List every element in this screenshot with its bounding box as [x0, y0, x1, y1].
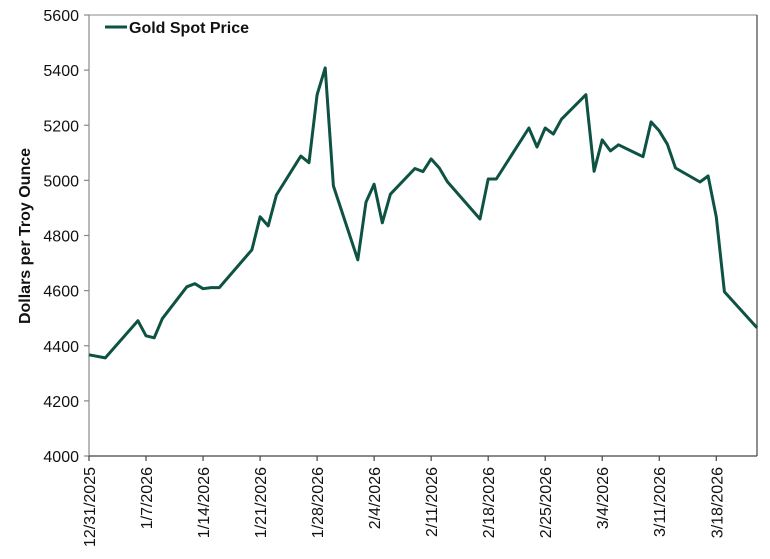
legend-label: Gold Spot Price	[129, 20, 249, 37]
series-line-gold-spot-price	[88, 66, 759, 360]
x-tick-label: 2/18/2026	[481, 467, 498, 538]
y-tick-label: 5200	[43, 118, 79, 135]
y-tick-label: 4400	[43, 339, 79, 356]
x-tick-label: 1/14/2026	[196, 467, 213, 538]
x-axis-ticks: 12/31/2025 1/7/2026 1/14/2026 1/21/2026 1/28…	[82, 456, 726, 547]
x-tick-label: 1/7/2026	[139, 467, 156, 529]
x-tick-label: 1/28/2026	[310, 467, 327, 538]
y-tick-label: 4200	[43, 394, 79, 411]
x-tick-label: 3/18/2026	[709, 467, 726, 538]
x-tick-label: 2/11/2026	[424, 467, 441, 537]
x-tick-label: 3/11/2026	[652, 467, 669, 537]
legend: Gold Spot Price	[105, 20, 249, 37]
x-tick-label: 1/21/2026	[253, 467, 270, 538]
y-tick-label: 4000	[43, 449, 79, 466]
y-tick-label: 4600	[43, 284, 79, 301]
x-tick-label: 12/31/2025	[82, 467, 99, 547]
y-tick-label: 4800	[43, 229, 79, 246]
y-tick-label: 5400	[43, 63, 79, 80]
y-axis-ticks: 4000 4200 4400 4600 4800 5000 5200 5400 5600	[43, 8, 89, 466]
y-tick-label: 5000	[43, 173, 79, 190]
x-tick-label: 3/4/2026	[595, 467, 612, 529]
y-tick-label: 5600	[43, 8, 79, 25]
x-tick-label: 2/4/2026	[367, 467, 384, 529]
x-tick-label: 2/25/2026	[538, 467, 555, 538]
y-axis-title: Dollars per Troy Ounce	[17, 148, 34, 324]
series-layer	[88, 66, 759, 360]
